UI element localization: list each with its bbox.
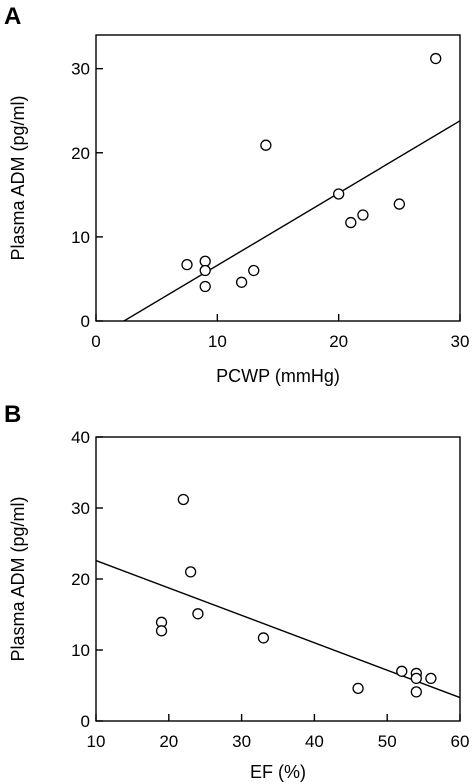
panel-b-regression-line xyxy=(95,559,461,699)
data-point xyxy=(235,276,248,288)
x-tick-label: 10 xyxy=(87,732,106,751)
y-tick-label: 10 xyxy=(71,228,90,247)
data-point xyxy=(199,255,211,267)
panel-a-plot-frame xyxy=(95,34,461,322)
x-tick-label: 60 xyxy=(451,732,470,751)
x-tick-label: 30 xyxy=(232,732,251,751)
panel-b-x-axis: 10 20 30 40 50 60 xyxy=(87,714,470,751)
panel-a-y-axis: 0 10 20 30 xyxy=(71,60,103,331)
y-tick-label: 10 xyxy=(71,641,90,660)
data-point xyxy=(177,493,190,506)
x-tick-label: 30 xyxy=(451,332,470,351)
x-tick-label: 0 xyxy=(91,332,100,351)
panel-a: A 0 10 20 30 0 10 20 30 PCWP (mmHg) Plasma ADM… xyxy=(4,3,469,386)
x-tick-label: 40 xyxy=(305,732,324,751)
x-tick-label: 20 xyxy=(329,332,348,351)
data-point xyxy=(410,686,422,698)
data-point xyxy=(184,566,197,578)
panel-a-x-axis: 0 10 20 30 xyxy=(91,314,469,351)
panel-b-label: B xyxy=(4,401,21,428)
data-point xyxy=(199,264,211,277)
data-point xyxy=(430,52,442,65)
data-point xyxy=(199,280,211,293)
x-tick-label: 20 xyxy=(159,732,178,751)
data-point xyxy=(260,139,272,151)
panel-a-x-axis-title: PCWP (mmHg) xyxy=(216,366,340,386)
y-tick-label: 30 xyxy=(71,499,90,518)
data-point xyxy=(393,198,405,210)
data-point xyxy=(248,264,260,277)
panel-b-y-axis: 0 10 20 30 40 xyxy=(71,428,103,731)
data-point xyxy=(352,682,364,694)
panel-b-plot-frame xyxy=(95,436,461,722)
panel-a-label: A xyxy=(4,3,21,30)
y-tick-label: 20 xyxy=(71,570,90,589)
data-point xyxy=(333,188,345,200)
data-point xyxy=(257,632,270,644)
panel-b-data-points xyxy=(155,493,437,698)
y-tick-label: 30 xyxy=(71,60,90,79)
data-point xyxy=(396,665,408,677)
data-point xyxy=(181,258,193,271)
x-tick-label: 10 xyxy=(208,332,227,351)
x-tick-label: 50 xyxy=(378,732,397,751)
panel-a-y-axis-title: Plasma ADM (pg/ml) xyxy=(8,95,28,260)
panel-b-x-axis-title: EF (%) xyxy=(250,762,306,782)
y-tick-label: 0 xyxy=(81,712,90,731)
y-tick-label: 0 xyxy=(81,312,90,331)
data-point xyxy=(345,216,357,229)
y-tick-label: 20 xyxy=(71,144,90,163)
panel-a-regression-line xyxy=(123,120,461,322)
data-point xyxy=(410,672,422,685)
data-point xyxy=(155,625,168,637)
y-tick-label: 40 xyxy=(71,428,90,447)
panel-a-data-points xyxy=(181,52,442,293)
data-point xyxy=(192,608,204,620)
data-point xyxy=(425,672,437,685)
panel-b-y-axis-title: Plasma ADM (pg/ml) xyxy=(8,496,28,661)
data-point xyxy=(357,209,369,221)
